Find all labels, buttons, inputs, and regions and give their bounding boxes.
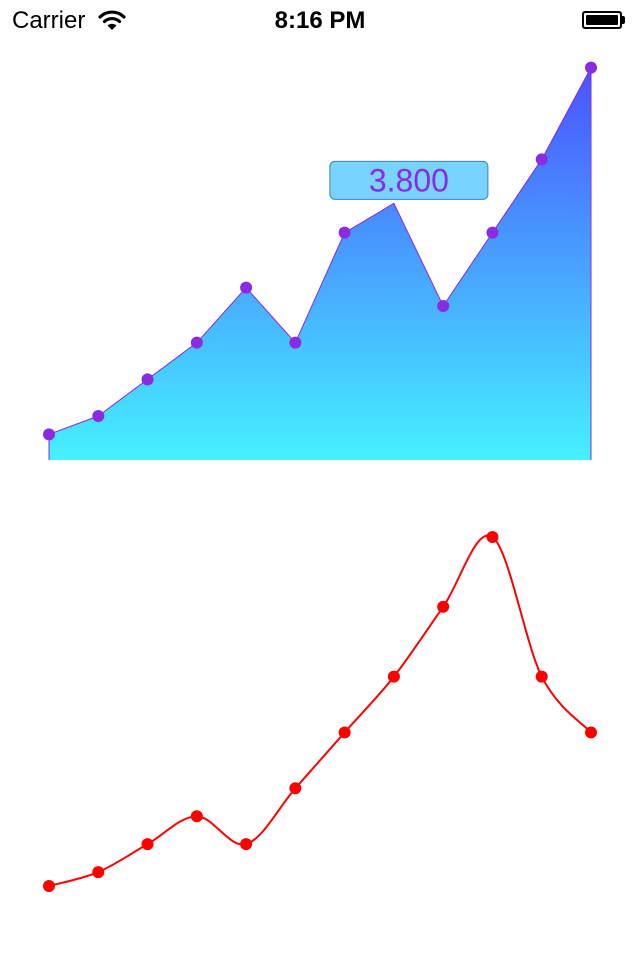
area-data-point[interactable] — [141, 373, 154, 386]
wifi-icon — [98, 10, 126, 30]
area-fill — [49, 67, 591, 461]
value-tooltip-label: 3.800 — [369, 162, 449, 198]
area-data-point[interactable] — [437, 300, 450, 312]
area-series-line — [48, 67, 592, 435]
status-bar: Carrier 8:16 PM — [0, 0, 640, 40]
area-data-point[interactable] — [338, 226, 351, 239]
line-data-point[interactable] — [585, 726, 597, 739]
line-data-point[interactable] — [387, 670, 400, 683]
line-data-point[interactable] — [338, 726, 351, 739]
area-data-point[interactable] — [535, 153, 548, 166]
area-data-point[interactable] — [92, 410, 105, 422]
carrier-label: Carrier — [12, 7, 86, 34]
value-tooltip — [329, 160, 489, 200]
line-data-point[interactable] — [437, 600, 450, 613]
area-data-point[interactable] — [289, 336, 302, 349]
area-data-point[interactable] — [486, 226, 499, 239]
battery-full-icon — [582, 11, 626, 29]
line-data-point[interactable] — [43, 880, 55, 893]
line-data-point[interactable] — [486, 530, 499, 543]
line-series-curve — [48, 534, 592, 887]
line-data-point[interactable] — [141, 838, 154, 851]
line-data-point[interactable] — [190, 810, 203, 823]
status-time: 8:16 PM — [274, 7, 366, 34]
line-data-point[interactable] — [92, 866, 105, 879]
area-chart: 3.800 — [43, 61, 597, 461]
area-data-point[interactable] — [190, 336, 203, 349]
line-data-point[interactable] — [535, 670, 548, 683]
line-chart — [43, 530, 597, 893]
area-data-point[interactable] — [43, 428, 55, 441]
line-data-point[interactable] — [240, 838, 253, 851]
area-data-point[interactable] — [585, 61, 597, 74]
line-data-point[interactable] — [289, 782, 302, 795]
area-data-point[interactable] — [240, 281, 253, 294]
